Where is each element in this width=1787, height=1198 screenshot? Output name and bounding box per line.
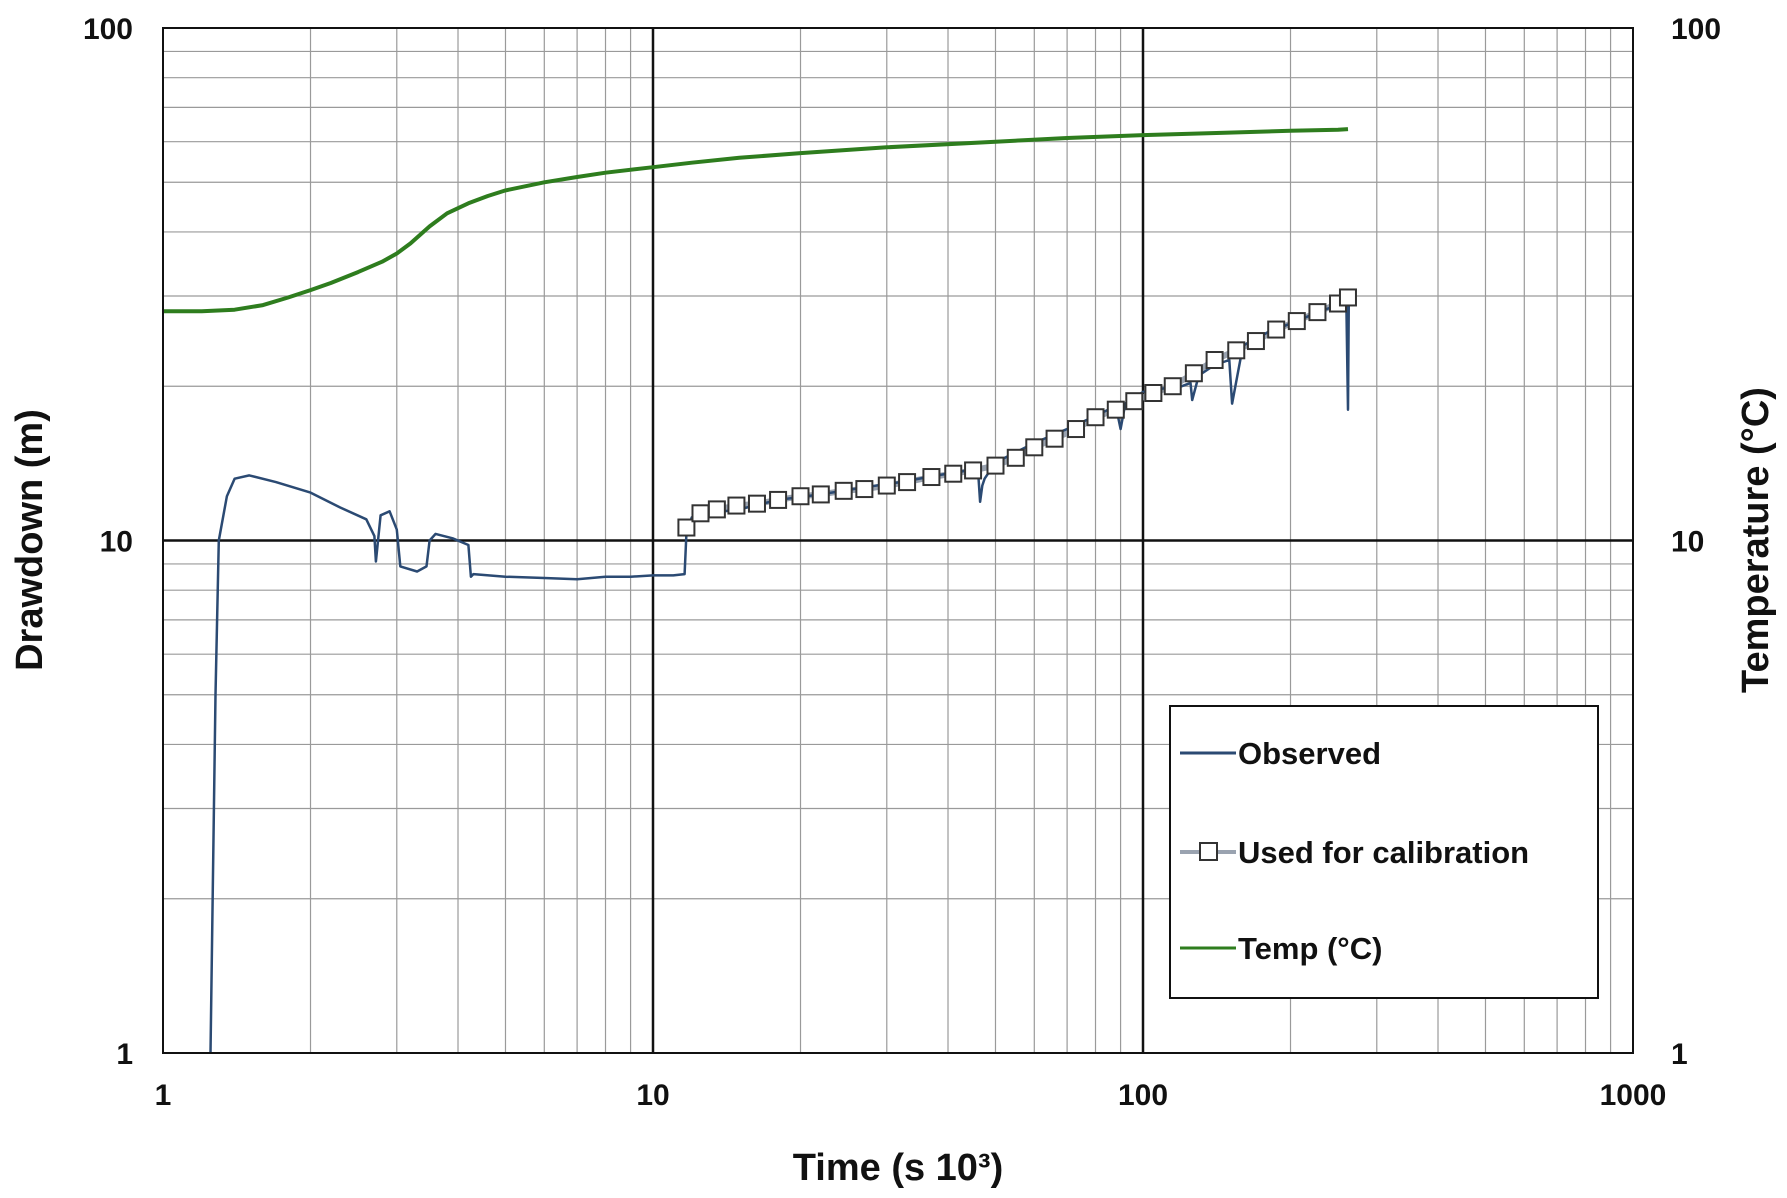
calibration-point (1125, 392, 1144, 411)
y2-tick-label: 10 (1671, 526, 1704, 559)
calibration-point (727, 496, 746, 515)
legend-observed-label: Observed (1238, 736, 1381, 771)
y2-tick-label: 1 (1671, 1038, 1688, 1071)
calibration-point (747, 494, 766, 513)
calibration-point (877, 476, 896, 495)
calibration-point (691, 504, 710, 523)
calibration-point (922, 468, 941, 487)
calibration-point (1086, 408, 1105, 427)
x-tick-label: 1000 (1600, 1079, 1667, 1112)
series-temp-line (163, 127, 1349, 314)
calibration-point (769, 490, 788, 509)
calibration-point (1106, 400, 1125, 419)
calibration-point (1227, 341, 1246, 360)
calibration-point (677, 518, 696, 537)
calibration-point (1025, 438, 1044, 457)
calibration-point (855, 480, 874, 499)
y2-axis-title: Temperature (°C) (1735, 387, 1777, 693)
x-tick-label: 1 (155, 1079, 172, 1112)
calibration-point (1287, 312, 1306, 331)
y2-tick-label: 100 (1671, 13, 1721, 46)
calibration-point (1045, 429, 1064, 448)
calibration-point (944, 464, 963, 483)
y-tick-label: 10 (100, 526, 133, 559)
calibration-point (811, 485, 830, 504)
calibration-point (707, 500, 726, 519)
legend: Observed Used for calibration Temp (°C) (1169, 705, 1599, 999)
calibration-point (1163, 377, 1182, 396)
calibration-point (1338, 288, 1357, 307)
y-tick-label: 1 (116, 1038, 133, 1071)
calibration-point (1144, 384, 1163, 403)
calibration-point (898, 473, 917, 492)
y-axis-title: Drawdown (m) (9, 409, 51, 671)
y-tick-label: 100 (83, 13, 133, 46)
calibration-point (1246, 332, 1265, 351)
legend-calibration-label: Used for calibration (1238, 835, 1529, 870)
calibration-point (1184, 364, 1203, 383)
calibration-point (1205, 351, 1224, 370)
calibration-point (1308, 303, 1327, 322)
x-tick-label: 100 (1118, 1079, 1168, 1112)
series-layer (163, 127, 1357, 1054)
legend-box (1169, 705, 1599, 999)
calibration-point (834, 481, 853, 500)
calibration-point (1267, 320, 1286, 339)
calibration-point (1067, 420, 1086, 439)
legend-calibration-swatch (1199, 842, 1218, 861)
legend-temp-label: Temp (°C) (1238, 931, 1382, 966)
calibration-point (1006, 448, 1025, 467)
calibration-point (964, 461, 983, 480)
calibration-point (791, 487, 810, 506)
x-tick-label: 10 (636, 1079, 669, 1112)
plot-frame (162, 27, 1634, 1054)
calibration-point (986, 456, 1005, 475)
x-axis-title: Time (s 10³) (793, 1147, 1003, 1189)
